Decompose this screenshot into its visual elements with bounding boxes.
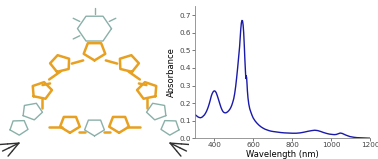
Y-axis label: Absorbance: Absorbance [167, 47, 176, 97]
X-axis label: Wavelength (nm): Wavelength (nm) [246, 150, 319, 159]
